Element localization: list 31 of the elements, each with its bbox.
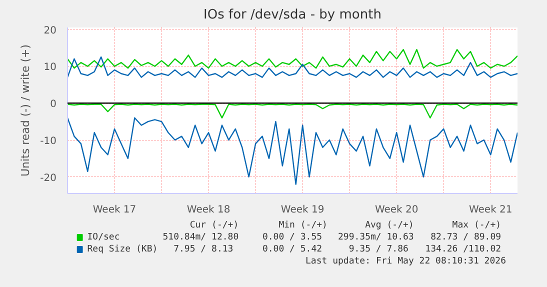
chart-title: IOs for /dev/sda - by month	[204, 8, 382, 22]
text: Min (-/+)	[278, 220, 328, 230]
legend-label: IO/sec	[87, 232, 120, 242]
line-series	[68, 104, 518, 118]
line-series	[68, 49, 518, 69]
text: 0.00 / 5.42	[262, 244, 322, 254]
y-tick-label: 20	[44, 25, 57, 36]
text: 134.26 /110.02	[425, 244, 502, 254]
y-axis-title: Units read (-) / write (+)	[19, 44, 32, 177]
text: Cur (-/+)	[190, 220, 239, 230]
line-series	[68, 56, 518, 78]
text: 7.95 / 8.13	[174, 244, 234, 254]
x-tick-label: Week 17	[92, 204, 136, 216]
text: 0.00 / 3.55	[262, 232, 322, 242]
text: 510.84m/ 12.80	[162, 232, 239, 242]
y-tick-label: -10	[40, 136, 57, 148]
text: 299.35m/ 10.63	[338, 232, 414, 242]
text: 82.73 / 89.09	[430, 232, 502, 242]
x-tick-label: Week 21	[468, 204, 512, 216]
text: Last update: Fri May 22 08:10:31 2026	[306, 256, 506, 266]
legend-label: Req Size (KB)	[87, 244, 158, 254]
text: Avg (-/+)	[365, 220, 414, 230]
y-tick-label: 0	[50, 99, 57, 110]
x-tick-label: Week 18	[186, 204, 230, 216]
text: Max (-/+)	[452, 220, 502, 230]
y-tick-label: -20	[40, 172, 57, 184]
x-tick-label: Week 19	[280, 204, 324, 216]
y-tick-label: 10	[44, 62, 57, 74]
line-series	[68, 117, 518, 185]
x-tick-label: Week 20	[374, 204, 418, 216]
text: 9.35 / 7.86	[348, 244, 408, 254]
